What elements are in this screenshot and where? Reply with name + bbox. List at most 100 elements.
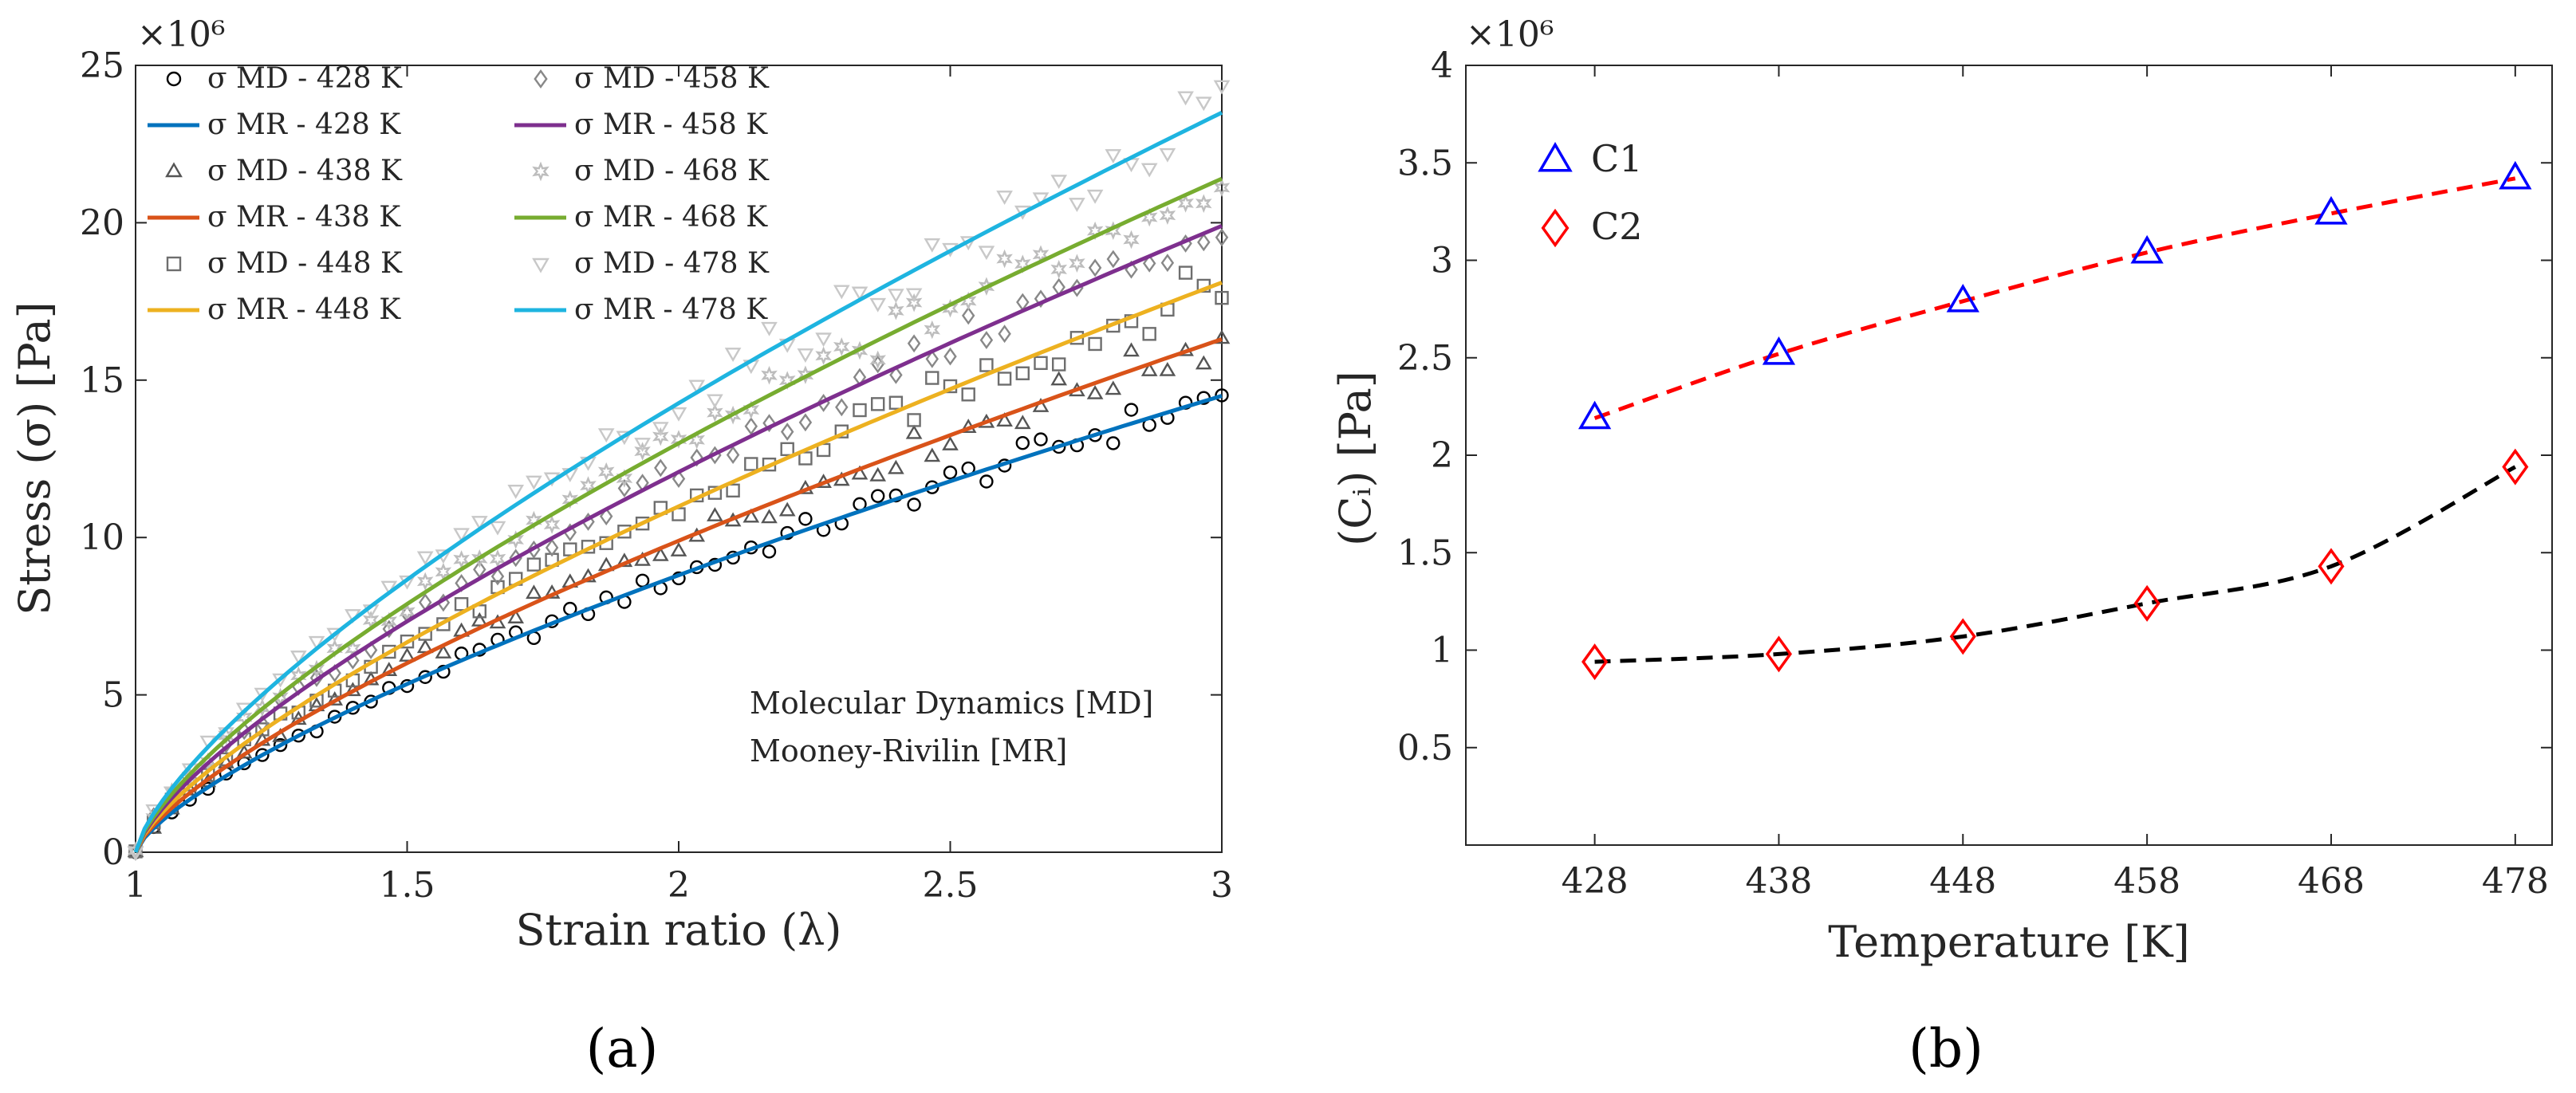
md-point-468K — [707, 403, 723, 423]
md-point-448K — [853, 403, 867, 418]
y-tick-label: 2.5 — [1397, 338, 1453, 379]
md-point-458K — [889, 365, 903, 384]
md-point-428K — [1106, 436, 1121, 450]
md-point-478K — [851, 286, 869, 301]
md-point-478K — [526, 475, 542, 490]
md-point-478K — [978, 246, 995, 261]
md-point-438K — [996, 412, 1013, 427]
md-point-438K — [924, 447, 941, 462]
legend-mr-label: σ MR - 448 K — [207, 293, 401, 326]
md-point-478K — [924, 238, 941, 253]
point-c1 — [1578, 400, 1612, 430]
md-point-448K — [1051, 357, 1066, 372]
legend-c2-label: C2 — [1591, 205, 1642, 248]
md-point-478K — [905, 288, 923, 303]
md-point-478K — [597, 428, 615, 443]
md-point-448K — [961, 387, 975, 402]
chart-b-legend: C1 C2 — [1538, 137, 1642, 248]
mr-line-438K — [133, 337, 1223, 854]
chart-b-xlabel: Temperature [K] — [1828, 917, 2189, 967]
md-point-468K — [815, 346, 832, 365]
chart-a-mr-lines — [133, 110, 1223, 854]
point-c1 — [1946, 283, 1979, 313]
md-point-468K — [761, 365, 778, 385]
legend-md-marker — [165, 162, 183, 178]
md-point-478K — [1032, 192, 1050, 207]
md-point-468K — [543, 515, 561, 534]
md-point-448K — [635, 516, 650, 531]
x-tick-label: 3 — [1211, 865, 1233, 906]
md-point-458K — [1142, 254, 1156, 273]
md-point-448K — [798, 451, 813, 466]
md-point-428K — [1124, 403, 1139, 417]
md-point-438K — [707, 507, 723, 521]
y-tick-label: 3 — [1431, 241, 1453, 281]
md-point-458K — [744, 417, 758, 436]
md-point-468K — [924, 320, 941, 340]
md-point-428K — [762, 545, 777, 559]
md-point-438K — [905, 424, 923, 439]
y-tick-label: 2 — [1431, 435, 1453, 476]
md-point-478K — [815, 332, 832, 348]
md-point-448K — [907, 413, 921, 427]
md-point-478K — [453, 528, 470, 543]
md-point-468K — [942, 299, 959, 318]
md-point-478K — [688, 379, 706, 395]
x-tick-label: 2 — [668, 865, 690, 906]
x-tick-label: 1.5 — [380, 865, 435, 906]
legend-md-marker — [534, 69, 548, 89]
chart-a: 1 1.5 2 2.5 3 0 5 10 15 20 25 σ MD - 428 K σ MR - 4… — [10, 14, 1233, 1079]
point-c2 — [1765, 635, 1792, 673]
md-point-468K — [1069, 254, 1085, 273]
md-point-458K — [726, 446, 740, 465]
md-point-478K — [724, 348, 742, 363]
md-point-468K — [996, 249, 1013, 269]
point-c2 — [1949, 618, 1976, 655]
md-point-458K — [672, 470, 686, 489]
chart-a-ticks: 1 1.5 2 2.5 3 0 5 10 15 20 25 — [80, 45, 1233, 906]
md-point-478K — [996, 191, 1013, 205]
mr-line-448K — [133, 281, 1223, 854]
md-point-438K — [1140, 362, 1158, 376]
chart-a-annotation-mr: Mooney-Rivilin [MR] — [750, 733, 1067, 769]
md-point-458K — [835, 398, 849, 417]
chart-b-panel-label: (b) — [1908, 1018, 1983, 1079]
md-point-438K — [1014, 415, 1031, 430]
chart-b-plot-area — [1465, 65, 2553, 846]
legend-mr-label: σ MR - 458 K — [574, 108, 768, 141]
md-point-448K — [979, 358, 994, 372]
y-tick-label: 1 — [1431, 631, 1453, 671]
md-point-438K — [1159, 361, 1176, 376]
md-point-458K — [1106, 250, 1121, 269]
legend-md-marker — [532, 161, 549, 182]
md-point-458K — [1197, 233, 1211, 252]
md-point-448K — [1034, 356, 1048, 371]
md-point-478K — [1195, 96, 1212, 112]
md-point-438K — [778, 501, 796, 517]
md-point-468K — [1123, 230, 1140, 250]
md-point-468K — [416, 572, 434, 591]
md-point-428K — [798, 512, 813, 526]
md-point-438K — [1086, 384, 1104, 399]
md-point-458K — [545, 538, 559, 557]
chart-a-legend: σ MD - 428 K σ MR - 428 K σ MD - 438 K σ MR… — [148, 62, 770, 326]
md-point-448K — [997, 372, 1012, 386]
md-point-478K — [634, 438, 651, 452]
md-point-428K — [907, 497, 921, 512]
md-point-438K — [742, 508, 760, 523]
x-tick-label: 448 — [1929, 861, 1996, 902]
md-point-478K — [761, 321, 778, 336]
md-point-448K — [255, 722, 270, 737]
chart-a-plot-area — [135, 65, 1223, 853]
point-c2 — [2502, 448, 2529, 486]
md-point-478K — [869, 297, 887, 313]
chart-b-ticks: 428 438 448 458 468 478 0.5 1 1.5 2 2.5 3 3.5 4 — [1397, 45, 2552, 902]
md-point-448K — [726, 483, 740, 498]
y-tick-label: 3.5 — [1397, 143, 1453, 183]
md-point-458K — [943, 347, 957, 366]
md-point-468K — [833, 337, 850, 356]
chart-a-xlabel: Strain ratio (λ) — [516, 905, 842, 955]
md-point-428K — [273, 737, 288, 753]
md-point-428K — [1034, 432, 1048, 446]
